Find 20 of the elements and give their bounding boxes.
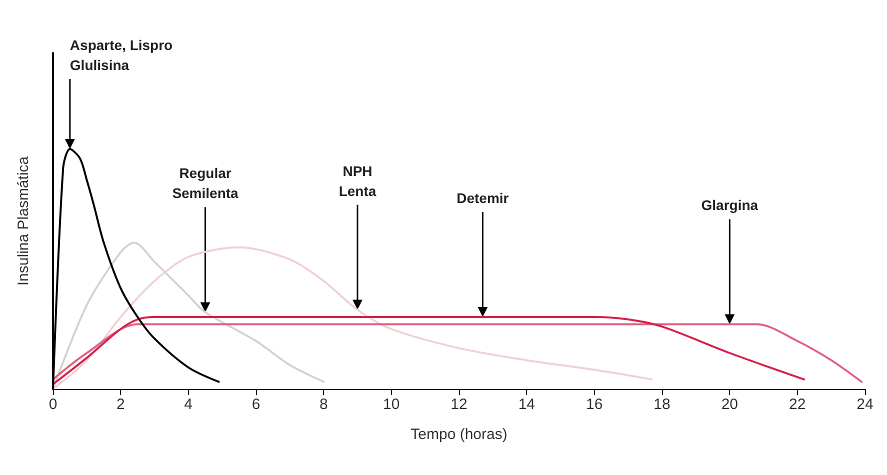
x-tick-label: 18 [654,396,670,413]
x-tick-label: 16 [586,396,603,413]
x-tick-label: 10 [382,396,400,413]
x-tick-label: 2 [116,396,125,413]
annotation: Asparte, Lispro Glulisina [70,37,173,73]
x-tick-label: 14 [518,396,536,413]
x-tick-label: 0 [48,396,58,413]
x-tick-label: 12 [450,396,468,413]
x-tick-label: 24 [856,396,874,413]
annotation: Glargina [701,197,758,214]
x-tick-label: 4 [184,396,193,413]
y-axis-title: Insulina Plasmática [15,156,32,286]
annotation: Regular Semilenta [172,165,239,202]
x-tick-label: 22 [788,396,806,413]
x-axis-title: Tempo (horas) [410,426,508,443]
x-tick-label: 8 [319,396,328,413]
x-tick-label: 20 [721,396,738,413]
annotation: Detemir [456,190,510,206]
annotation: NPH Lenta [338,162,376,199]
x-tick-label: 6 [252,396,260,413]
